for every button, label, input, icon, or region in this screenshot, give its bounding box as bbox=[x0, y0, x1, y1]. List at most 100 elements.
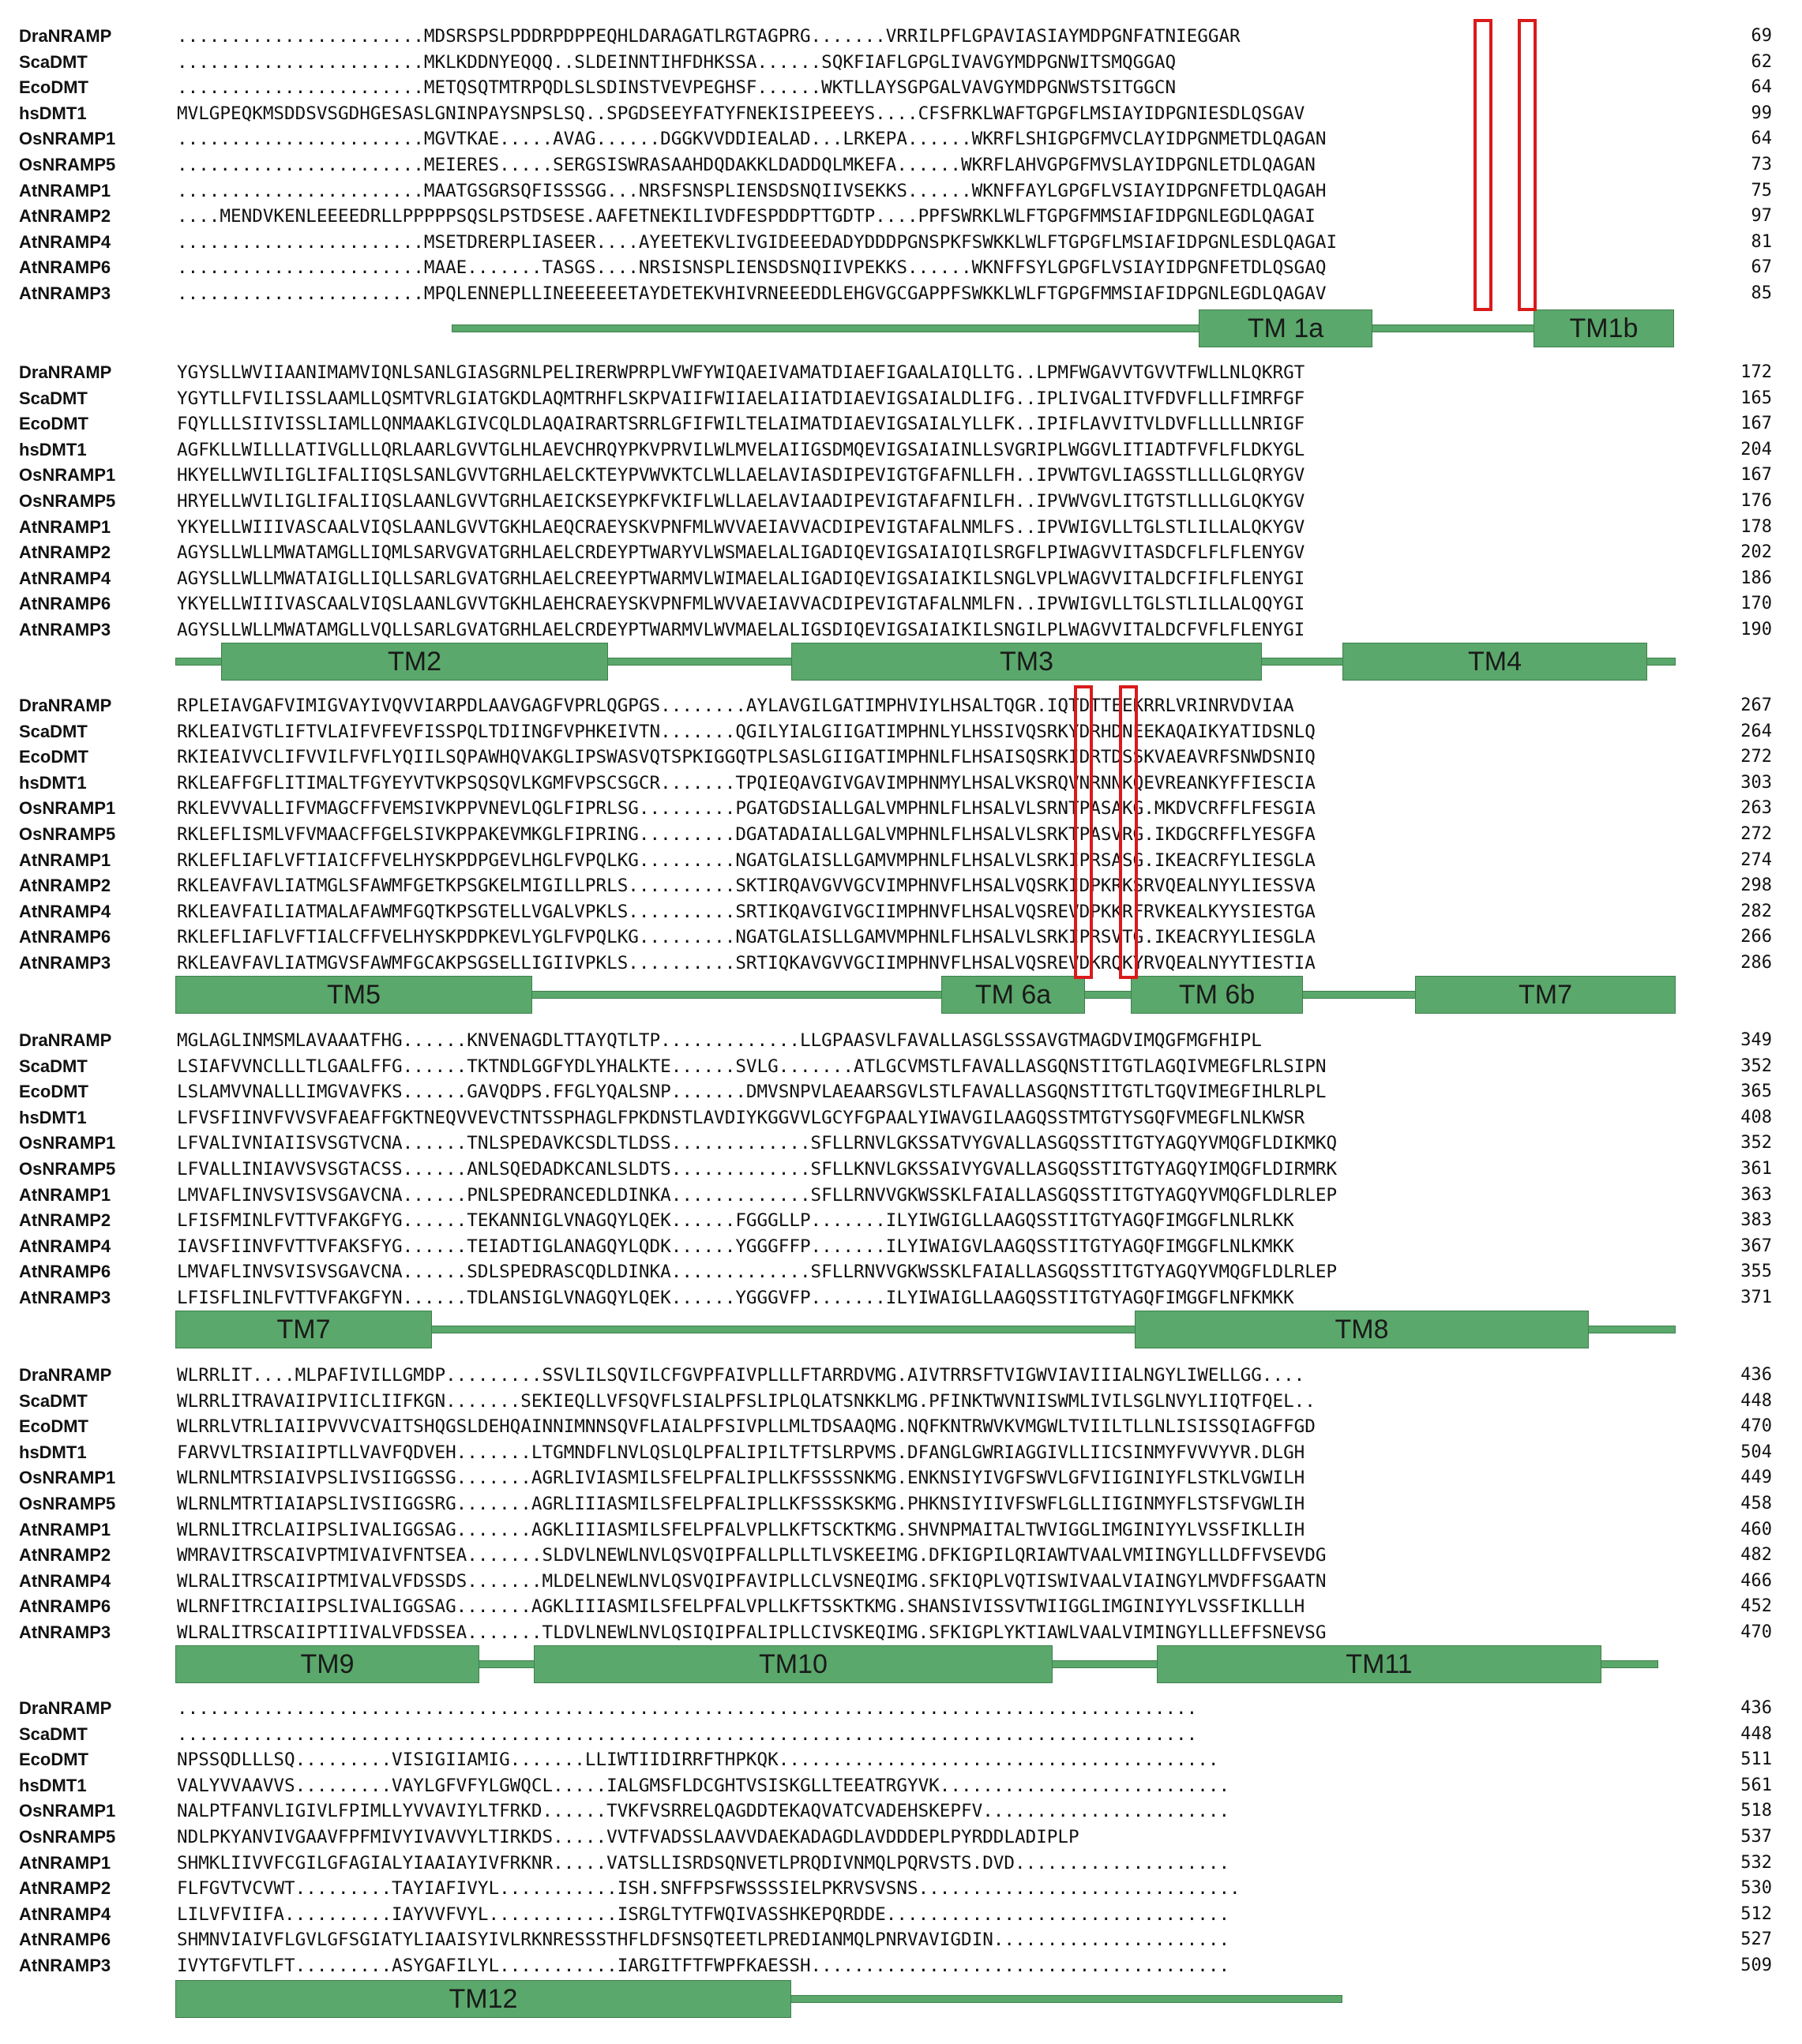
tm-helix-box: TM 6b bbox=[1131, 976, 1303, 1014]
sequence-text: WLRNFITRCIAIIPSLIVALIGGSAG.......AGKLIII… bbox=[177, 1596, 1305, 1618]
sequence-text: HKYELLWVILIGLIFALIIQSLSANLGVVTGRHLAELCKT… bbox=[177, 465, 1305, 486]
residue-count: 204 bbox=[1740, 439, 1772, 459]
residue-count: 165 bbox=[1740, 388, 1772, 408]
residue-count: 460 bbox=[1740, 1519, 1772, 1540]
residue-count: 186 bbox=[1740, 568, 1772, 588]
species-name: ScaDMT bbox=[19, 1390, 88, 1411]
species-name: OsNRAMP5 bbox=[19, 1159, 116, 1179]
residue-count: 64 bbox=[1751, 129, 1773, 149]
residue-count: 349 bbox=[1740, 1030, 1772, 1050]
species-name: OsNRAMP5 bbox=[19, 824, 116, 844]
alignment-row: hsDMT1 RKLEAFFGFLITIMALTFGYEYVTVKPSQSQVLK… bbox=[0, 771, 1802, 796]
sequence-text: WLRNLMTRSIAIVPSLIVSIIGGSSG.......AGRLIVI… bbox=[177, 1468, 1305, 1489]
species-name: ScaDMT bbox=[19, 51, 88, 72]
species-name: EcoDMT bbox=[19, 1082, 88, 1102]
residue-count: 452 bbox=[1740, 1596, 1772, 1617]
alignment-row: AtNRAMP6 YKYELLWIIIVASCAALVIQSLAANLGVVTGK… bbox=[0, 591, 1802, 617]
residue-count: 167 bbox=[1740, 414, 1772, 434]
alignment-row: DraNRAMP MGLAGLINMSMLAVAAATFHG......KNVEN… bbox=[0, 1028, 1802, 1053]
species-name: AtNRAMP3 bbox=[19, 1622, 111, 1642]
species-name: AtNRAMP6 bbox=[19, 1262, 111, 1282]
sequence-text: IVYTGFVTLFT.........ASYGAFILYL..........… bbox=[177, 1956, 1230, 1976]
alignment-row: AtNRAMP4 IAVSFIINVFVTTVFAKSFYG......TEIAD… bbox=[0, 1234, 1802, 1259]
residue-count: 470 bbox=[1740, 1416, 1772, 1437]
sequence-text: AGFKLLWILLLATIVGLLLQRLAARLGVVTGLHLAEVCHR… bbox=[177, 439, 1305, 460]
species-name: AtNRAMP2 bbox=[19, 1878, 111, 1899]
residue-count: 267 bbox=[1740, 696, 1772, 715]
species-name: AtNRAMP6 bbox=[19, 927, 111, 947]
species-name: EcoDMT bbox=[19, 1416, 88, 1437]
alignment-row: DraNRAMP YGYSLLWVIIAANIMAMVIQNLSANLGIASGR… bbox=[0, 360, 1802, 385]
residue-count: 436 bbox=[1740, 1365, 1772, 1385]
species-name: DraNRAMP bbox=[19, 26, 112, 46]
alignment-row: AtNRAMP1 RKLEFLIAFLVFTIAICFFVELHYSKPDPGEV… bbox=[0, 848, 1802, 873]
tm-helix-box: TM7 bbox=[1415, 976, 1676, 1014]
residue-count: 176 bbox=[1740, 491, 1772, 511]
alignment-row: DraNRAMP .......................MDSRSPSLP… bbox=[0, 24, 1802, 49]
alignment-row: AtNRAMP2 AGYSLLWLLMWATAMGLLIQMLSARVGVATGR… bbox=[0, 540, 1802, 565]
sequence-text: LFISFLINLFVTTVFAKGFYN......TDLANSIGLVNAG… bbox=[177, 1288, 1294, 1308]
residue-count: 367 bbox=[1740, 1236, 1772, 1256]
alignment-row: AtNRAMP1 LMVAFLINVSVISVSGAVCNA......PNLSP… bbox=[0, 1183, 1802, 1208]
motif-highlight-box bbox=[1074, 685, 1093, 979]
sequence-text: YKYELLWIIIVASCAALVIQSLAANLGVVTGKHLAEQCRA… bbox=[177, 516, 1305, 538]
residue-count: 509 bbox=[1740, 1956, 1772, 1975]
sequence-text: NDLPKYANVIVGAAVFPFMIVYIVAVVYLTIRKDS.....… bbox=[177, 1827, 1079, 1847]
sequence-text: RKIEAIVVCLIFVVILFVFLYQIILSQPAWHQVAKGLIPS… bbox=[177, 747, 1316, 768]
sequence-text: .......................MDSRSPSLPDDRPDPPE… bbox=[177, 26, 1241, 47]
alignment-row: EcoDMT WLRRLVTRLIAIIPVVVCVAITSHQGSLDEHQAI… bbox=[0, 1414, 1802, 1439]
alignment-row: OsNRAMP1 WLRNLMTRSIAIVPSLIVSIIGGSSG......… bbox=[0, 1465, 1802, 1491]
species-name: hsDMT1 bbox=[19, 1775, 87, 1795]
species-name: hsDMT1 bbox=[19, 1107, 87, 1127]
species-name: EcoDMT bbox=[19, 747, 88, 767]
tm-helix-box: TM9 bbox=[175, 1645, 479, 1683]
species-name: ScaDMT bbox=[19, 1723, 88, 1744]
sequence-text: .......................MAATGSGRSQFISSSGG… bbox=[177, 180, 1327, 201]
residue-count: 511 bbox=[1740, 1750, 1772, 1770]
alignment-row: ScaDMT LSIAFVVNCLLLTLGAALFFG......TKTNDLG… bbox=[0, 1054, 1802, 1079]
alignment-row: AtNRAMP1 .......................MAATGSGRS… bbox=[0, 178, 1802, 204]
residue-count: 303 bbox=[1740, 772, 1772, 793]
residue-count: 282 bbox=[1740, 901, 1772, 921]
tm-helix-box: TM10 bbox=[534, 1645, 1053, 1683]
species-name: AtNRAMP3 bbox=[19, 1288, 111, 1307]
alignment-row: ScaDMT YGYTLLFVILISSLAAMLLQSMTVRLGIATGKDL… bbox=[0, 386, 1802, 411]
alignment-row: OsNRAMP1 LFVALIVNIAIISVSGTVCNA......TNLSP… bbox=[0, 1131, 1802, 1156]
residue-count: 286 bbox=[1740, 953, 1772, 973]
residue-count: 73 bbox=[1751, 155, 1773, 174]
alignment-row: DraNRAMP WLRRLIT....MLPAFIVILLGMDP.......… bbox=[0, 1363, 1802, 1388]
alignment-row: AtNRAMP4 .......................MSETDRERP… bbox=[0, 230, 1802, 255]
residue-count: 81 bbox=[1751, 231, 1773, 252]
residue-count: 466 bbox=[1740, 1570, 1772, 1591]
residue-count: 172 bbox=[1740, 362, 1772, 382]
alignment-row: OsNRAMP5 WLRNLMTRTIAIAPSLIVSIIGGSRG......… bbox=[0, 1491, 1802, 1517]
sequence-text: ........................................… bbox=[177, 1723, 1198, 1745]
alignment-row: OsNRAMP1 .......................MGVTKAE..… bbox=[0, 126, 1802, 152]
sequence-text: RKLEAVFAILIATMALAFAWMFGQTKPSGTELLVGALVPK… bbox=[177, 901, 1316, 922]
sequence-text: RKLEAVFAVLIATMGLSFAWMFGETKPSGKELMIGILLPR… bbox=[177, 876, 1316, 897]
residue-count: 266 bbox=[1740, 927, 1772, 947]
species-name: ScaDMT bbox=[19, 1056, 88, 1076]
tm-helix-box: TM2 bbox=[221, 643, 608, 681]
motif-highlight-box bbox=[1119, 685, 1138, 979]
species-name: AtNRAMP1 bbox=[19, 1519, 111, 1540]
species-name: AtNRAMP6 bbox=[19, 1596, 111, 1617]
sequence-text: IAVSFIINVFVTTVFAKSFYG......TEIADTIGLANAG… bbox=[177, 1236, 1294, 1257]
alignment-row: EcoDMT FQYLLLSIIVISSLIAMLLQNMAAKLGIVCQLDL… bbox=[0, 411, 1802, 437]
sequence-text: RKLEAIVGTLIFTVLAIFVFEVFISSPQLTDIINGFVPHK… bbox=[177, 721, 1316, 742]
sequence-text: RKLEFLISMLVFVMAACFFGELSIVKPPAKEVMKGLFIPR… bbox=[177, 824, 1316, 845]
residue-count: 371 bbox=[1740, 1288, 1772, 1307]
sequence-text: VALYVVAAVVS.........VAYLGFVFYLGWQCL.....… bbox=[177, 1775, 1230, 1796]
sequence-text: RKLEAFFGFLITIMALTFGYEYVTVKPSQSQVLKGMFVPS… bbox=[177, 772, 1316, 793]
sequence-text: YGYSLLWVIIAANIMAMVIQNLSANLGIASGRNLPELIRE… bbox=[177, 362, 1305, 383]
sequence-text: WLRRLIT....MLPAFIVILLGMDP.........SSVLIL… bbox=[177, 1365, 1305, 1386]
alignment-row: AtNRAMP6 SHMNVIAIVFLGVLGFSGIATYLIAAISYIVL… bbox=[0, 1927, 1802, 1952]
sequence-text: .......................MAAE.......TASGS.… bbox=[177, 257, 1327, 279]
species-name: AtNRAMP4 bbox=[19, 231, 111, 252]
residue-count: 298 bbox=[1740, 876, 1772, 896]
tm-helix-box: TM 6a bbox=[941, 976, 1085, 1014]
species-name: OsNRAMP5 bbox=[19, 1827, 116, 1847]
sequence-text: WLRRLITRAVAIIPVIICLIIFKGN.......SEKIEQLL… bbox=[177, 1390, 1316, 1412]
alignment-row: AtNRAMP6 LMVAFLINVSVISVSGAVCNA......SDLSP… bbox=[0, 1259, 1802, 1285]
